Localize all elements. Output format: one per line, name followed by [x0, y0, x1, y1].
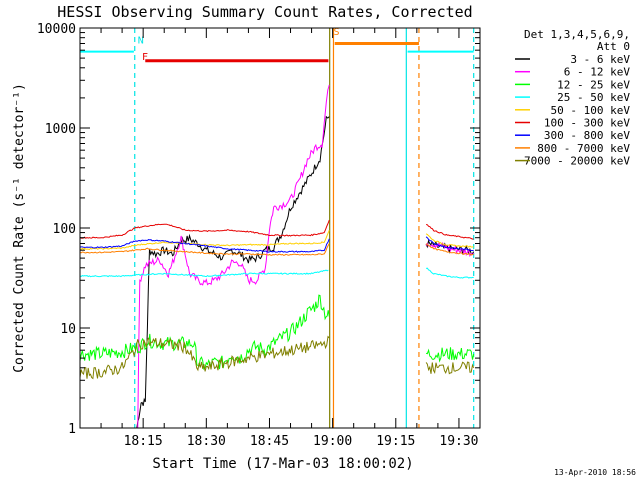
y-axis-label: Corrected Count Rate (s⁻¹ detector⁻¹): [12, 83, 27, 373]
series-line-800-7000-kev-after-saa: [425, 243, 474, 256]
series-line-100-300-kev: [80, 219, 330, 239]
y-tick-label-100: 100: [53, 222, 76, 237]
legend-label-800-7000-kev: 800 - 7000 keV: [537, 142, 630, 155]
legend-label-12-25-kev: 12 - 25 keV: [557, 78, 630, 91]
series-line-7000-20000-kev: [80, 335, 330, 380]
legend-label-50-100-kev: 50 - 100 keV: [551, 104, 631, 117]
legend-label-3-6-kev: 3 - 6 keV: [570, 53, 630, 66]
y-tick-label-10: 10: [60, 322, 76, 337]
x-tick-label-19-15: 19:15: [376, 434, 415, 449]
legend-label-300-800-kev: 300 - 800 keV: [544, 129, 630, 142]
series-line-300-800-kev: [80, 238, 330, 253]
series-line-7000-20000-kev-after-saa: [425, 361, 475, 375]
y-tick-label-10000: 10000: [37, 22, 76, 37]
plot-frame: [79, 27, 481, 429]
series-line-50-100-kev-after-saa: [425, 233, 474, 248]
series-line-100-300-kev-after-saa: [425, 224, 474, 240]
series-line-3-6-kev: [136, 115, 330, 428]
y-tick-label-1000: 1000: [45, 122, 76, 137]
x-tick-label-19-00: 19:00: [313, 434, 352, 449]
legend-title-line-1: Att 0: [597, 40, 630, 53]
series-line-50-100-kev: [80, 230, 330, 250]
series-line-12-25-kev: [80, 294, 330, 371]
series-line-25-50-kev-after-saa: [426, 267, 474, 279]
series-line-6-12-kev: [134, 84, 330, 428]
legend-label-6-12-kev: 6 - 12 keV: [564, 66, 631, 79]
legend-label-7000-20000-kev: 7000 - 20000 keV: [524, 155, 630, 168]
legend-label-25-50-kev: 25 - 50 keV: [557, 91, 630, 104]
flag-label-s: S: [334, 27, 340, 38]
plot-area: NF S: [80, 27, 475, 428]
series-line-800-7000-kev: [80, 243, 330, 256]
flag-label-n: N: [138, 35, 144, 46]
x-tick-label-18-15: 18:15: [124, 434, 163, 449]
legend-label-100-300-kev: 100 - 300 keV: [544, 117, 630, 130]
x-tick-label-19-30: 19:30: [439, 434, 478, 449]
chart-title: HESSI Observing Summary Count Rates, Cor…: [57, 3, 472, 21]
x-axis-label: Start Time (17-Mar-03 18:00:02): [152, 456, 413, 472]
x-tick-label-18-45: 18:45: [250, 434, 289, 449]
flag-label-f: F: [142, 52, 148, 63]
plot-inner: [80, 28, 475, 428]
series-line-25-50-kev: [80, 269, 329, 278]
y-tick-label-1: 1: [68, 422, 76, 437]
x-tick-label-18-30: 18:30: [187, 434, 226, 449]
series-line-6-12-kev-after-saa: [425, 241, 475, 258]
series-line-12-25-kev-after-saa: [425, 347, 475, 363]
series-line-300-800-kev-after-saa: [425, 236, 474, 252]
footer-date: 13-Apr-2010 18:56: [554, 468, 636, 477]
axes: 1 10 100 1000 10000 18:15 18:30 18:45 19:00 19:15…: [12, 22, 481, 449]
legend-title-line-0: Det 1,3,4,5,6,9,: [524, 28, 630, 41]
